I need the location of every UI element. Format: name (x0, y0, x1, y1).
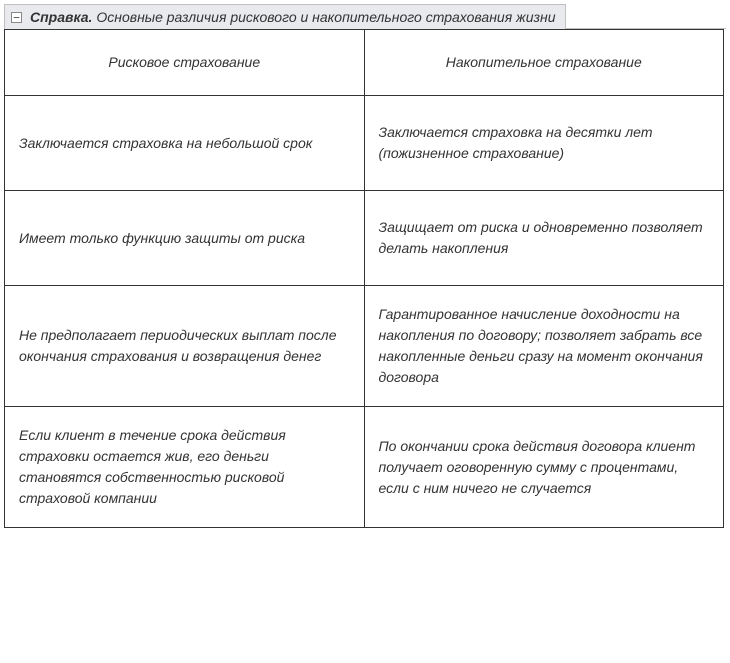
collapse-icon[interactable]: − (11, 12, 22, 23)
cell-cumulative: По окончании срока действия договора кли… (364, 407, 724, 528)
cell-cumulative: Защищает от риска и одновременно позволя… (364, 191, 724, 286)
cell-risk: Если клиент в течение срока действия стр… (5, 407, 365, 528)
tab-title-bold: Справка. (30, 9, 92, 25)
table-header-row: Рисковое страхование Накопительное страх… (5, 30, 724, 96)
comparison-table: Рисковое страхование Накопительное страх… (4, 29, 724, 528)
table-row: Не предполагает периодических выплат пос… (5, 286, 724, 407)
column-header-risk: Рисковое страхование (5, 30, 365, 96)
cell-risk: Имеет только функцию защиты от риска (5, 191, 365, 286)
section-tab[interactable]: − Справка. Основные различия рискового и… (4, 4, 566, 29)
cell-risk: Заключается страховка на небольшой срок (5, 96, 365, 191)
table-row: Имеет только функцию защиты от риска Защ… (5, 191, 724, 286)
cell-cumulative: Заключается страховка на десятки лет (по… (364, 96, 724, 191)
column-header-cumulative: Накопительное страхование (364, 30, 724, 96)
cell-risk: Не предполагает периодических выплат пос… (5, 286, 365, 407)
table-row: Если клиент в течение срока действия стр… (5, 407, 724, 528)
tab-title-rest: Основные различия рискового и накопитель… (96, 9, 555, 25)
cell-cumulative: Гарантированное начисление доходности на… (364, 286, 724, 407)
table-row: Заключается страховка на небольшой срок … (5, 96, 724, 191)
